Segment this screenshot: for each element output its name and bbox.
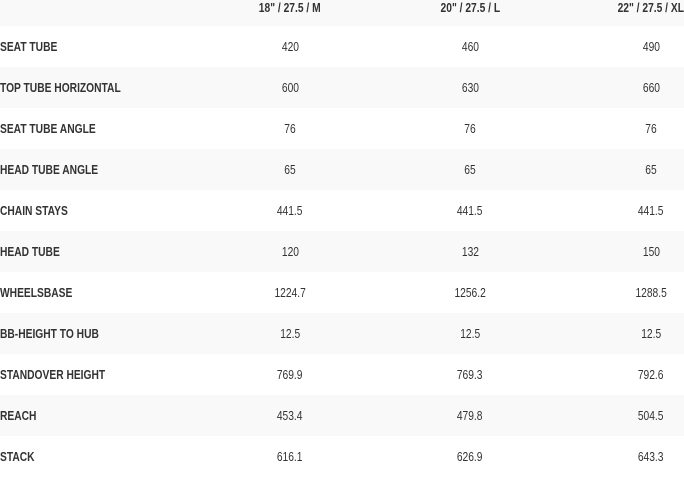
- table-row: STACK 616.1 626.9 643.3: [0, 436, 684, 477]
- column-header: 20" / 27.5 / L: [440, 1, 500, 15]
- table-header: 18" / 27.5 / M 20" / 27.5 / L 22" / 27.5…: [0, 0, 684, 26]
- column-header: 18" / 27.5 / M: [259, 1, 321, 15]
- table-row: HEAD TUBE 120 132 150: [0, 231, 684, 272]
- row-value: 441.5: [638, 203, 664, 218]
- row-label: STACK: [0, 449, 35, 464]
- row-value: 76: [645, 121, 657, 136]
- row-value: 1288.5: [635, 285, 667, 300]
- row-label: BB-HEIGHT TO HUB: [0, 326, 99, 341]
- row-value: 460: [461, 39, 479, 54]
- row-value: 504.5: [638, 408, 664, 423]
- row-value: 1224.7: [274, 285, 306, 300]
- row-value: 76: [464, 121, 476, 136]
- row-value: 12.5: [460, 326, 480, 341]
- row-value: 479.8: [457, 408, 483, 423]
- table-row: CHAIN STAYS 441.5 441.5 441.5: [0, 190, 684, 231]
- table-row: SEAT TUBE ANGLE 76 76 76: [0, 108, 684, 149]
- column-header: 22" / 27.5 / XL: [617, 1, 684, 15]
- row-value: 600: [281, 80, 299, 95]
- row-label: CHAIN STAYS: [0, 203, 68, 218]
- row-value: 453.4: [277, 408, 303, 423]
- row-value: 132: [461, 244, 479, 259]
- row-value: 626.9: [457, 449, 483, 464]
- table-row: SEAT TUBE 420 460 490: [0, 26, 684, 67]
- row-label: SEAT TUBE: [0, 39, 58, 54]
- row-label: REACH: [0, 408, 37, 423]
- row-value: 441.5: [277, 203, 303, 218]
- table-row: STANDOVER HEIGHT 769.9 769.3 792.6: [0, 354, 684, 395]
- row-label: HEAD TUBE: [0, 244, 60, 259]
- table-row: REACH 453.4 479.8 504.5: [0, 395, 684, 436]
- row-value: 616.1: [277, 449, 303, 464]
- row-value: 1256.2: [454, 285, 486, 300]
- row-value: 65: [284, 162, 296, 177]
- table-row: WHEELSBASE 1224.7 1256.2 1288.5: [0, 272, 684, 313]
- row-value: 120: [281, 244, 299, 259]
- table-row: TOP TUBE HORIZONTAL 600 630 660: [0, 67, 684, 108]
- row-value: 643.3: [638, 449, 664, 464]
- row-label: TOP TUBE HORIZONTAL: [0, 80, 121, 95]
- row-value: 76: [284, 121, 296, 136]
- row-value: 150: [642, 244, 660, 259]
- row-value: 12.5: [641, 326, 661, 341]
- row-value: 12.5: [280, 326, 300, 341]
- row-value: 660: [642, 80, 660, 95]
- row-value: 630: [461, 80, 479, 95]
- row-value: 441.5: [457, 203, 483, 218]
- row-value: 490: [642, 39, 660, 54]
- row-value: 65: [464, 162, 476, 177]
- row-label: STANDOVER HEIGHT: [0, 367, 106, 382]
- table-row: HEAD TUBE ANGLE 65 65 65: [0, 149, 684, 190]
- row-value: 420: [281, 39, 299, 54]
- table-row: BB-HEIGHT TO HUB 12.5 12.5 12.5: [0, 313, 684, 354]
- row-label: HEAD TUBE ANGLE: [0, 162, 99, 177]
- row-value: 792.6: [638, 367, 664, 382]
- row-label: WHEELSBASE: [0, 285, 73, 300]
- row-label: SEAT TUBE ANGLE: [0, 121, 96, 136]
- row-value: 65: [645, 162, 657, 177]
- row-value: 769.3: [457, 367, 483, 382]
- row-value: 769.9: [277, 367, 303, 382]
